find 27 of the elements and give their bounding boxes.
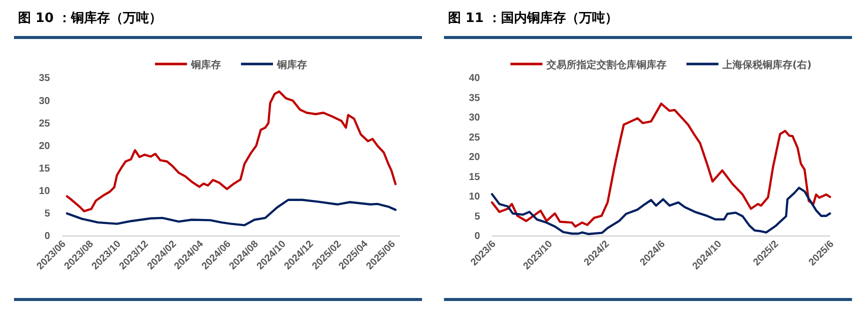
legend-label: 铜库存 bbox=[276, 59, 307, 71]
y-tick-label: 35 bbox=[38, 73, 50, 84]
line-series bbox=[66, 198, 397, 226]
y-tick-label: 25 bbox=[468, 132, 480, 144]
y-tick-label: 0 bbox=[474, 231, 480, 242]
y-tick-label: 0 bbox=[44, 231, 50, 242]
y-tick-label: 40 bbox=[468, 73, 480, 84]
y-tick-label: 10 bbox=[38, 186, 50, 198]
legend-label: 上海保税铜库存(右) bbox=[721, 59, 812, 71]
legend-label: 交易所指定交割仓库铜库存 bbox=[545, 59, 666, 71]
legend-label: 铜库存 bbox=[190, 59, 221, 71]
y-tick-label: 5 bbox=[44, 208, 50, 220]
y-tick-label: 5 bbox=[474, 211, 480, 222]
y-tick-label: 35 bbox=[468, 92, 480, 104]
y-tick-label: 20 bbox=[468, 152, 480, 164]
y-tick-label: 30 bbox=[468, 112, 480, 124]
y-tick-label: 30 bbox=[38, 96, 50, 107]
y-tick-label: 15 bbox=[468, 172, 480, 183]
chart-title: 图 11 ：国内铜库存（万吨） bbox=[448, 10, 618, 26]
y-tick-label: 25 bbox=[38, 118, 50, 130]
line-series bbox=[490, 102, 832, 228]
y-tick-label: 10 bbox=[468, 192, 480, 203]
line-series bbox=[490, 186, 832, 236]
y-tick-label: 15 bbox=[38, 163, 50, 174]
y-tick-label: 20 bbox=[38, 140, 50, 152]
chart-title: 图 10 ：铜库存（万吨） bbox=[18, 10, 162, 26]
line-series bbox=[66, 90, 397, 212]
